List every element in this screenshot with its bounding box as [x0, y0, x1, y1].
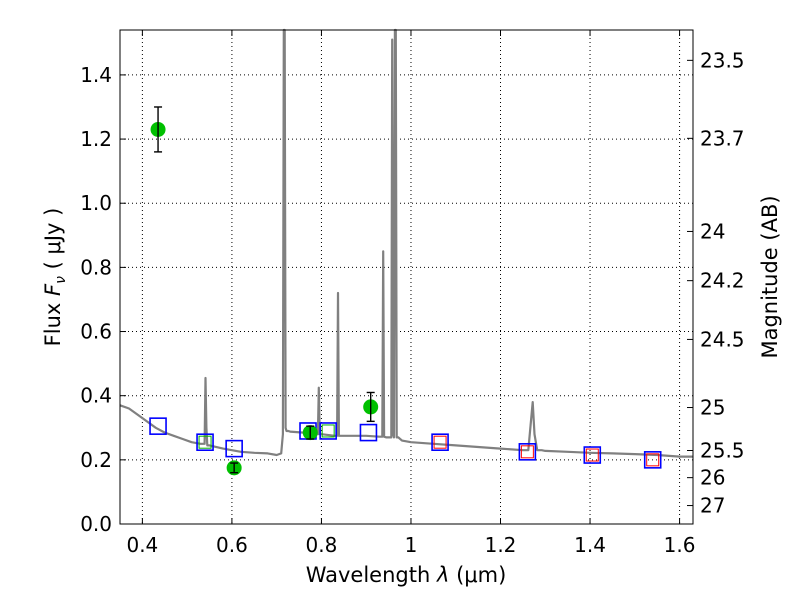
model-photometry-inner-square — [321, 424, 335, 438]
model-photometry-square — [196, 433, 214, 452]
y-tick-label: 0.0 — [80, 512, 112, 536]
y2-tick-label: 25 — [700, 396, 725, 420]
y2-tick-label: 23.5 — [700, 48, 745, 72]
spectrum-layer — [119, 28, 693, 458]
model-photometry-inner-square — [585, 448, 599, 462]
x-tick-label: 1.6 — [664, 533, 696, 557]
y2-axis-label: Magnitude (AB) — [758, 195, 782, 358]
model-photometry-square — [643, 451, 662, 469]
model-photometry-square — [431, 433, 449, 452]
model-photometry-square — [583, 446, 602, 464]
y2-tick-label: 24.2 — [700, 269, 745, 293]
model-photometry-inner-square — [198, 435, 212, 449]
x-axis-label: Wavelength λ (μm) — [306, 563, 507, 587]
model-photometry-square — [518, 443, 537, 461]
y2-tick-label: 23.7 — [700, 126, 745, 150]
spectrum-line — [119, 28, 693, 458]
x-tick-label: 0.4 — [126, 533, 158, 557]
y-tick-label: 0.6 — [80, 320, 112, 344]
observed-photometry-layer — [150, 106, 379, 476]
y-tick-label: 0.4 — [80, 384, 112, 408]
x-tick-label: 1 — [405, 533, 418, 557]
axis-ticks: 0.4 0.6 0.8 1 1.2 1.4 1.6 0.0 0.2 0.4 0.6 0.8 1.0 1.2… — [80, 30, 745, 557]
y2-tick-label: 26 — [700, 466, 725, 490]
model-photometry-square — [319, 422, 337, 440]
model-photometry-inner-square — [520, 445, 534, 459]
model-photometry-inner-square — [646, 453, 660, 467]
x-tick-label: 0.8 — [306, 533, 338, 557]
plot-frame — [119, 29, 694, 525]
model-photometry-square — [359, 423, 378, 442]
y-tick-label: 0.8 — [80, 255, 112, 279]
model-photometry-inner-square — [433, 435, 447, 449]
y-tick-label: 1.0 — [80, 191, 112, 215]
x-tick-label: 1.4 — [574, 533, 606, 557]
x-tick-label: 1.2 — [485, 533, 517, 557]
y-tick-label: 0.2 — [80, 448, 112, 472]
y2-tick-label: 24.5 — [700, 327, 745, 351]
y2-tick-label: 24 — [700, 219, 725, 243]
y2-tick-label: 25.5 — [700, 439, 745, 463]
model-photometry-square — [149, 417, 167, 435]
model-photometry-square — [225, 439, 243, 458]
x-tick-label: 0.6 — [216, 533, 248, 557]
y-tick-label: 1.4 — [80, 63, 112, 87]
y-axis-label: Flux Fν ( μJy ) — [41, 208, 69, 347]
y-tick-label: 1.2 — [80, 127, 112, 151]
y2-tick-label: 27 — [700, 494, 725, 518]
